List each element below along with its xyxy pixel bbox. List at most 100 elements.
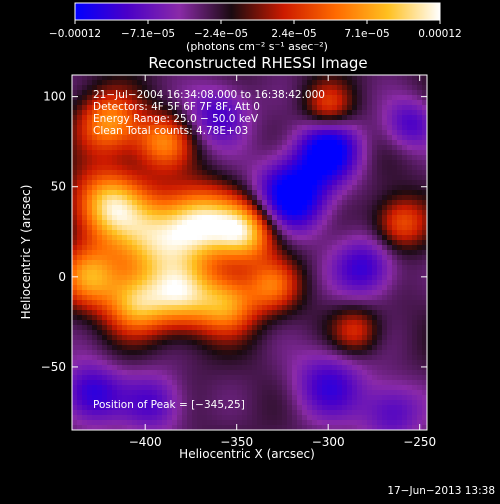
heatmap-cell [117,280,122,285]
heatmap-cell [187,150,192,155]
heatmap-cell [92,275,97,280]
heatmap-cell [392,85,397,90]
heatmap-cell [112,215,117,220]
heatmap-cell [247,305,252,310]
heatmap-cell [382,95,387,100]
heatmap-cell [412,345,417,350]
heatmap-cell [327,190,332,195]
heatmap-cell [87,90,92,95]
heatmap-cell [297,165,302,170]
heatmap-cell [182,175,187,180]
heatmap-cell [237,155,242,160]
heatmap-cell [292,170,297,175]
heatmap-cell [272,240,277,245]
heatmap-cell [202,415,207,420]
heatmap-cell [127,205,132,210]
heatmap-cell [387,375,392,380]
heatmap-cell [392,420,397,425]
heatmap-cell [297,235,302,240]
heatmap-cell [392,380,397,385]
heatmap-cell [182,145,187,150]
heatmap-cell [297,390,302,395]
heatmap-cell [117,345,122,350]
heatmap-cell [347,365,352,370]
heatmap-cell [137,185,142,190]
heatmap-cell [382,115,387,120]
heatmap-cell [277,245,282,250]
heatmap-cell [77,235,82,240]
heatmap-cell [262,75,267,80]
heatmap-cell [347,285,352,290]
heatmap-cell [322,325,327,330]
heatmap-cell [222,350,227,355]
heatmap-cell [247,215,252,220]
heatmap-cell [337,270,342,275]
heatmap-cell [347,220,352,225]
heatmap-cell [232,355,237,360]
heatmap-cell [232,215,237,220]
heatmap-cell [332,170,337,175]
heatmap-cell [317,285,322,290]
heatmap-cell [167,75,172,80]
heatmap-cell [272,295,277,300]
heatmap-cell [177,255,182,260]
heatmap-cell [337,385,342,390]
heatmap-cell [262,260,267,265]
heatmap-cell [372,155,377,160]
heatmap-cell [302,400,307,405]
heatmap-cell [362,245,367,250]
heatmap-cell [202,270,207,275]
heatmap-cell [292,385,297,390]
heatmap-cell [117,190,122,195]
heatmap-cell [417,355,422,360]
heatmap-cell [172,205,177,210]
heatmap-cell [357,95,362,100]
heatmap-cell [92,255,97,260]
heatmap-cell [292,270,297,275]
heatmap-cell [247,395,252,400]
heatmap-cell [227,140,232,145]
heatmap-cell [227,210,232,215]
heatmap-cell [322,195,327,200]
heatmap-cell [317,220,322,225]
heatmap-cell [257,265,262,270]
heatmap-cell [392,415,397,420]
heatmap-cell [252,315,257,320]
heatmap-cell [202,190,207,195]
heatmap-cell [342,190,347,195]
heatmap-cell [187,290,192,295]
heatmap-cell [352,290,357,295]
heatmap-cell [292,210,297,215]
heatmap-cell [302,310,307,315]
heatmap-cell [207,420,212,425]
heatmap-cell [172,380,177,385]
heatmap-cell [362,165,367,170]
heatmap-cell [392,400,397,405]
heatmap-cell [412,75,417,80]
heatmap-cell [287,105,292,110]
heatmap-cell [392,330,397,335]
heatmap-cell [77,85,82,90]
heatmap-cell [77,250,82,255]
heatmap-cell [87,285,92,290]
heatmap-cell [412,310,417,315]
heatmap-cell [132,385,137,390]
heatmap-cell [212,360,217,365]
heatmap-cell [82,320,87,325]
heatmap-cell [377,100,382,105]
heatmap-cell [72,80,77,85]
heatmap-cell [402,175,407,180]
heatmap-cell [102,320,107,325]
heatmap-cell [322,295,327,300]
heatmap-cell [132,175,137,180]
heatmap-cell [262,310,267,315]
heatmap-cell [242,270,247,275]
heatmap-cell [247,235,252,240]
heatmap-cell [417,190,422,195]
heatmap-cell [397,225,402,230]
heatmap-cell [197,260,202,265]
heatmap-cell [337,245,342,250]
heatmap-cell [342,290,347,295]
heatmap-cell [372,380,377,385]
heatmap-cell [122,300,127,305]
